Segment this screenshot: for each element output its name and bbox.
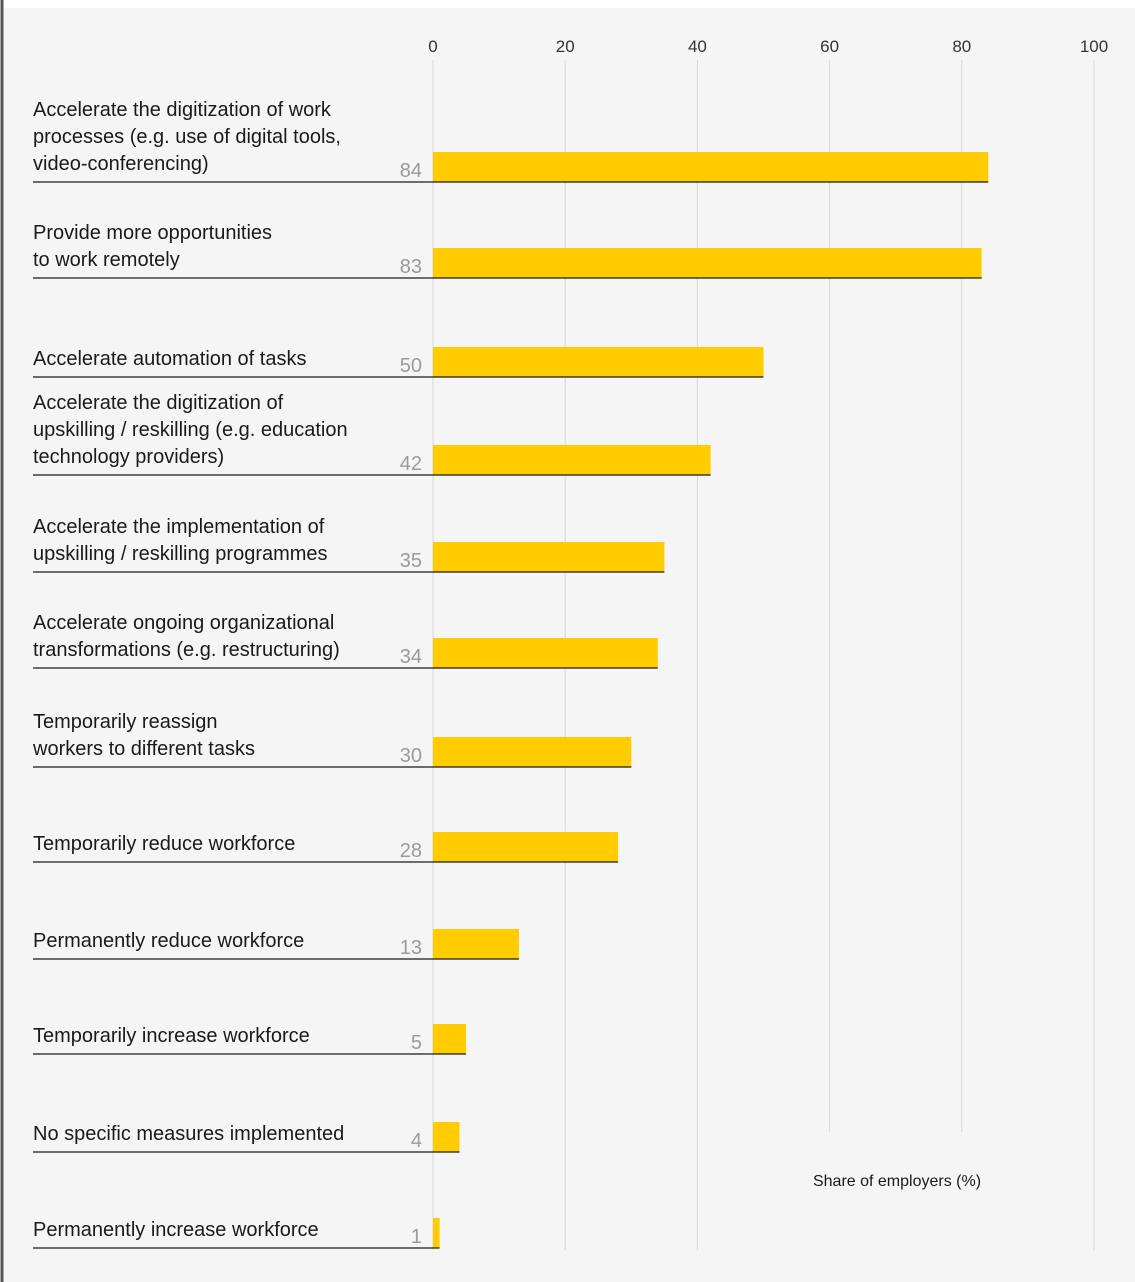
bar-row: Accelerate the digitization of work proce… bbox=[33, 99, 989, 183]
value-label: 28 bbox=[400, 840, 422, 862]
category-label: Accelerate ongoing organizational transfo… bbox=[33, 612, 340, 661]
value-label: 83 bbox=[400, 256, 422, 278]
category-label: Accelerate the implementation of upskilli… bbox=[33, 516, 328, 565]
bar bbox=[433, 929, 519, 959]
x-axis-title: Share of employers (%) bbox=[813, 1173, 981, 1190]
category-label-line: Provide more opportunities bbox=[33, 222, 272, 244]
category-label: Accelerate the digitization of upskilling… bbox=[33, 392, 348, 468]
value-label: 34 bbox=[400, 646, 422, 668]
bar bbox=[433, 737, 632, 767]
tick-label-40: 40 bbox=[688, 37, 707, 56]
bar bbox=[433, 1024, 467, 1054]
bar-row: Accelerate the implementation of upskilli… bbox=[33, 516, 665, 573]
category-label-line: Accelerate automation of tasks bbox=[33, 348, 306, 370]
category-label: Temporarily reduce workforce bbox=[33, 833, 295, 855]
bar bbox=[433, 1122, 460, 1152]
bar bbox=[433, 1218, 440, 1248]
value-label: 1 bbox=[411, 1226, 422, 1248]
category-label-line: Temporarily increase workforce bbox=[33, 1025, 310, 1047]
bar-row: Accelerate automation of tasks 50 bbox=[33, 347, 764, 378]
category-label: Provide more opportunities to work remote… bbox=[33, 222, 272, 271]
category-label-line: workers to different tasks bbox=[32, 738, 255, 760]
bar bbox=[433, 638, 658, 668]
value-label: 42 bbox=[400, 453, 422, 475]
value-label: 4 bbox=[411, 1130, 422, 1152]
category-label-line: Permanently reduce workforce bbox=[33, 930, 304, 952]
bar bbox=[433, 445, 711, 475]
category-label-line: No specific measures implemented bbox=[33, 1123, 344, 1145]
tick-label-100: 100 bbox=[1080, 37, 1108, 56]
tick-label-80: 80 bbox=[952, 37, 971, 56]
value-label: 50 bbox=[400, 355, 422, 377]
category-label-line: Accelerate the digitization of work bbox=[33, 99, 332, 121]
category-label: Temporarily reassign workers to different… bbox=[32, 711, 255, 760]
category-label-line: Accelerate the implementation of bbox=[33, 516, 325, 538]
category-label: Accelerate the digitization of work proce… bbox=[33, 99, 341, 175]
category-label: Permanently increase workforce bbox=[33, 1219, 319, 1241]
bar bbox=[433, 248, 982, 278]
category-label-line: upskilling / reskilling programmes bbox=[33, 543, 328, 565]
bar-rows: Accelerate the digitization of work proce… bbox=[32, 99, 989, 1249]
bar-row: Temporarily reduce workforce 28 bbox=[33, 832, 619, 863]
bar-row: Temporarily reassign workers to different… bbox=[32, 711, 632, 768]
value-label: 84 bbox=[400, 160, 422, 182]
bar bbox=[433, 542, 665, 572]
bar bbox=[433, 152, 989, 182]
category-label-line: transformations (e.g. restructuring) bbox=[33, 639, 340, 661]
category-label: Permanently reduce workforce bbox=[33, 930, 304, 952]
tick-label-0: 0 bbox=[428, 37, 437, 56]
bar-row: Provide more opportunities to work remote… bbox=[33, 222, 982, 279]
category-label-line: Permanently increase workforce bbox=[33, 1219, 319, 1241]
category-label-line: Temporarily reduce workforce bbox=[33, 833, 295, 855]
bar bbox=[433, 832, 619, 862]
category-label-line: to work remotely bbox=[33, 249, 180, 271]
category-label: No specific measures implemented bbox=[33, 1123, 344, 1145]
category-label-line: Accelerate ongoing organizational bbox=[33, 612, 334, 634]
tick-label-20: 20 bbox=[556, 37, 575, 56]
value-label: 5 bbox=[411, 1032, 422, 1054]
bar-row: Accelerate the digitization of upskilling… bbox=[33, 392, 711, 476]
category-label-line: Temporarily reassign bbox=[33, 711, 218, 733]
x-axis-ticks: 0 20 40 60 80 100 bbox=[428, 37, 1108, 56]
category-label: Temporarily increase workforce bbox=[33, 1025, 310, 1047]
value-label: 13 bbox=[400, 937, 422, 959]
bar-row: Permanently increase workforce 1 bbox=[33, 1218, 440, 1249]
bar-row: No specific measures implemented 4 bbox=[33, 1122, 460, 1153]
tick-label-60: 60 bbox=[820, 37, 839, 56]
category-label-line: processes (e.g. use of digital tools, bbox=[33, 126, 341, 148]
category-label-line: upskilling / reskilling (e.g. education bbox=[33, 419, 348, 441]
category-label-line: video-conferencing) bbox=[33, 153, 209, 175]
value-label: 30 bbox=[400, 745, 422, 767]
bar-row: Permanently reduce workforce 13 bbox=[33, 929, 519, 960]
bar-row: Temporarily increase workforce 5 bbox=[33, 1024, 467, 1055]
value-label: 35 bbox=[400, 550, 422, 572]
bar bbox=[433, 347, 764, 377]
category-label: Accelerate automation of tasks bbox=[33, 348, 306, 370]
category-label-line: technology providers) bbox=[33, 446, 224, 468]
bar-row: Accelerate ongoing organizational transfo… bbox=[33, 612, 658, 669]
category-label-line: Accelerate the digitization of bbox=[33, 392, 284, 414]
